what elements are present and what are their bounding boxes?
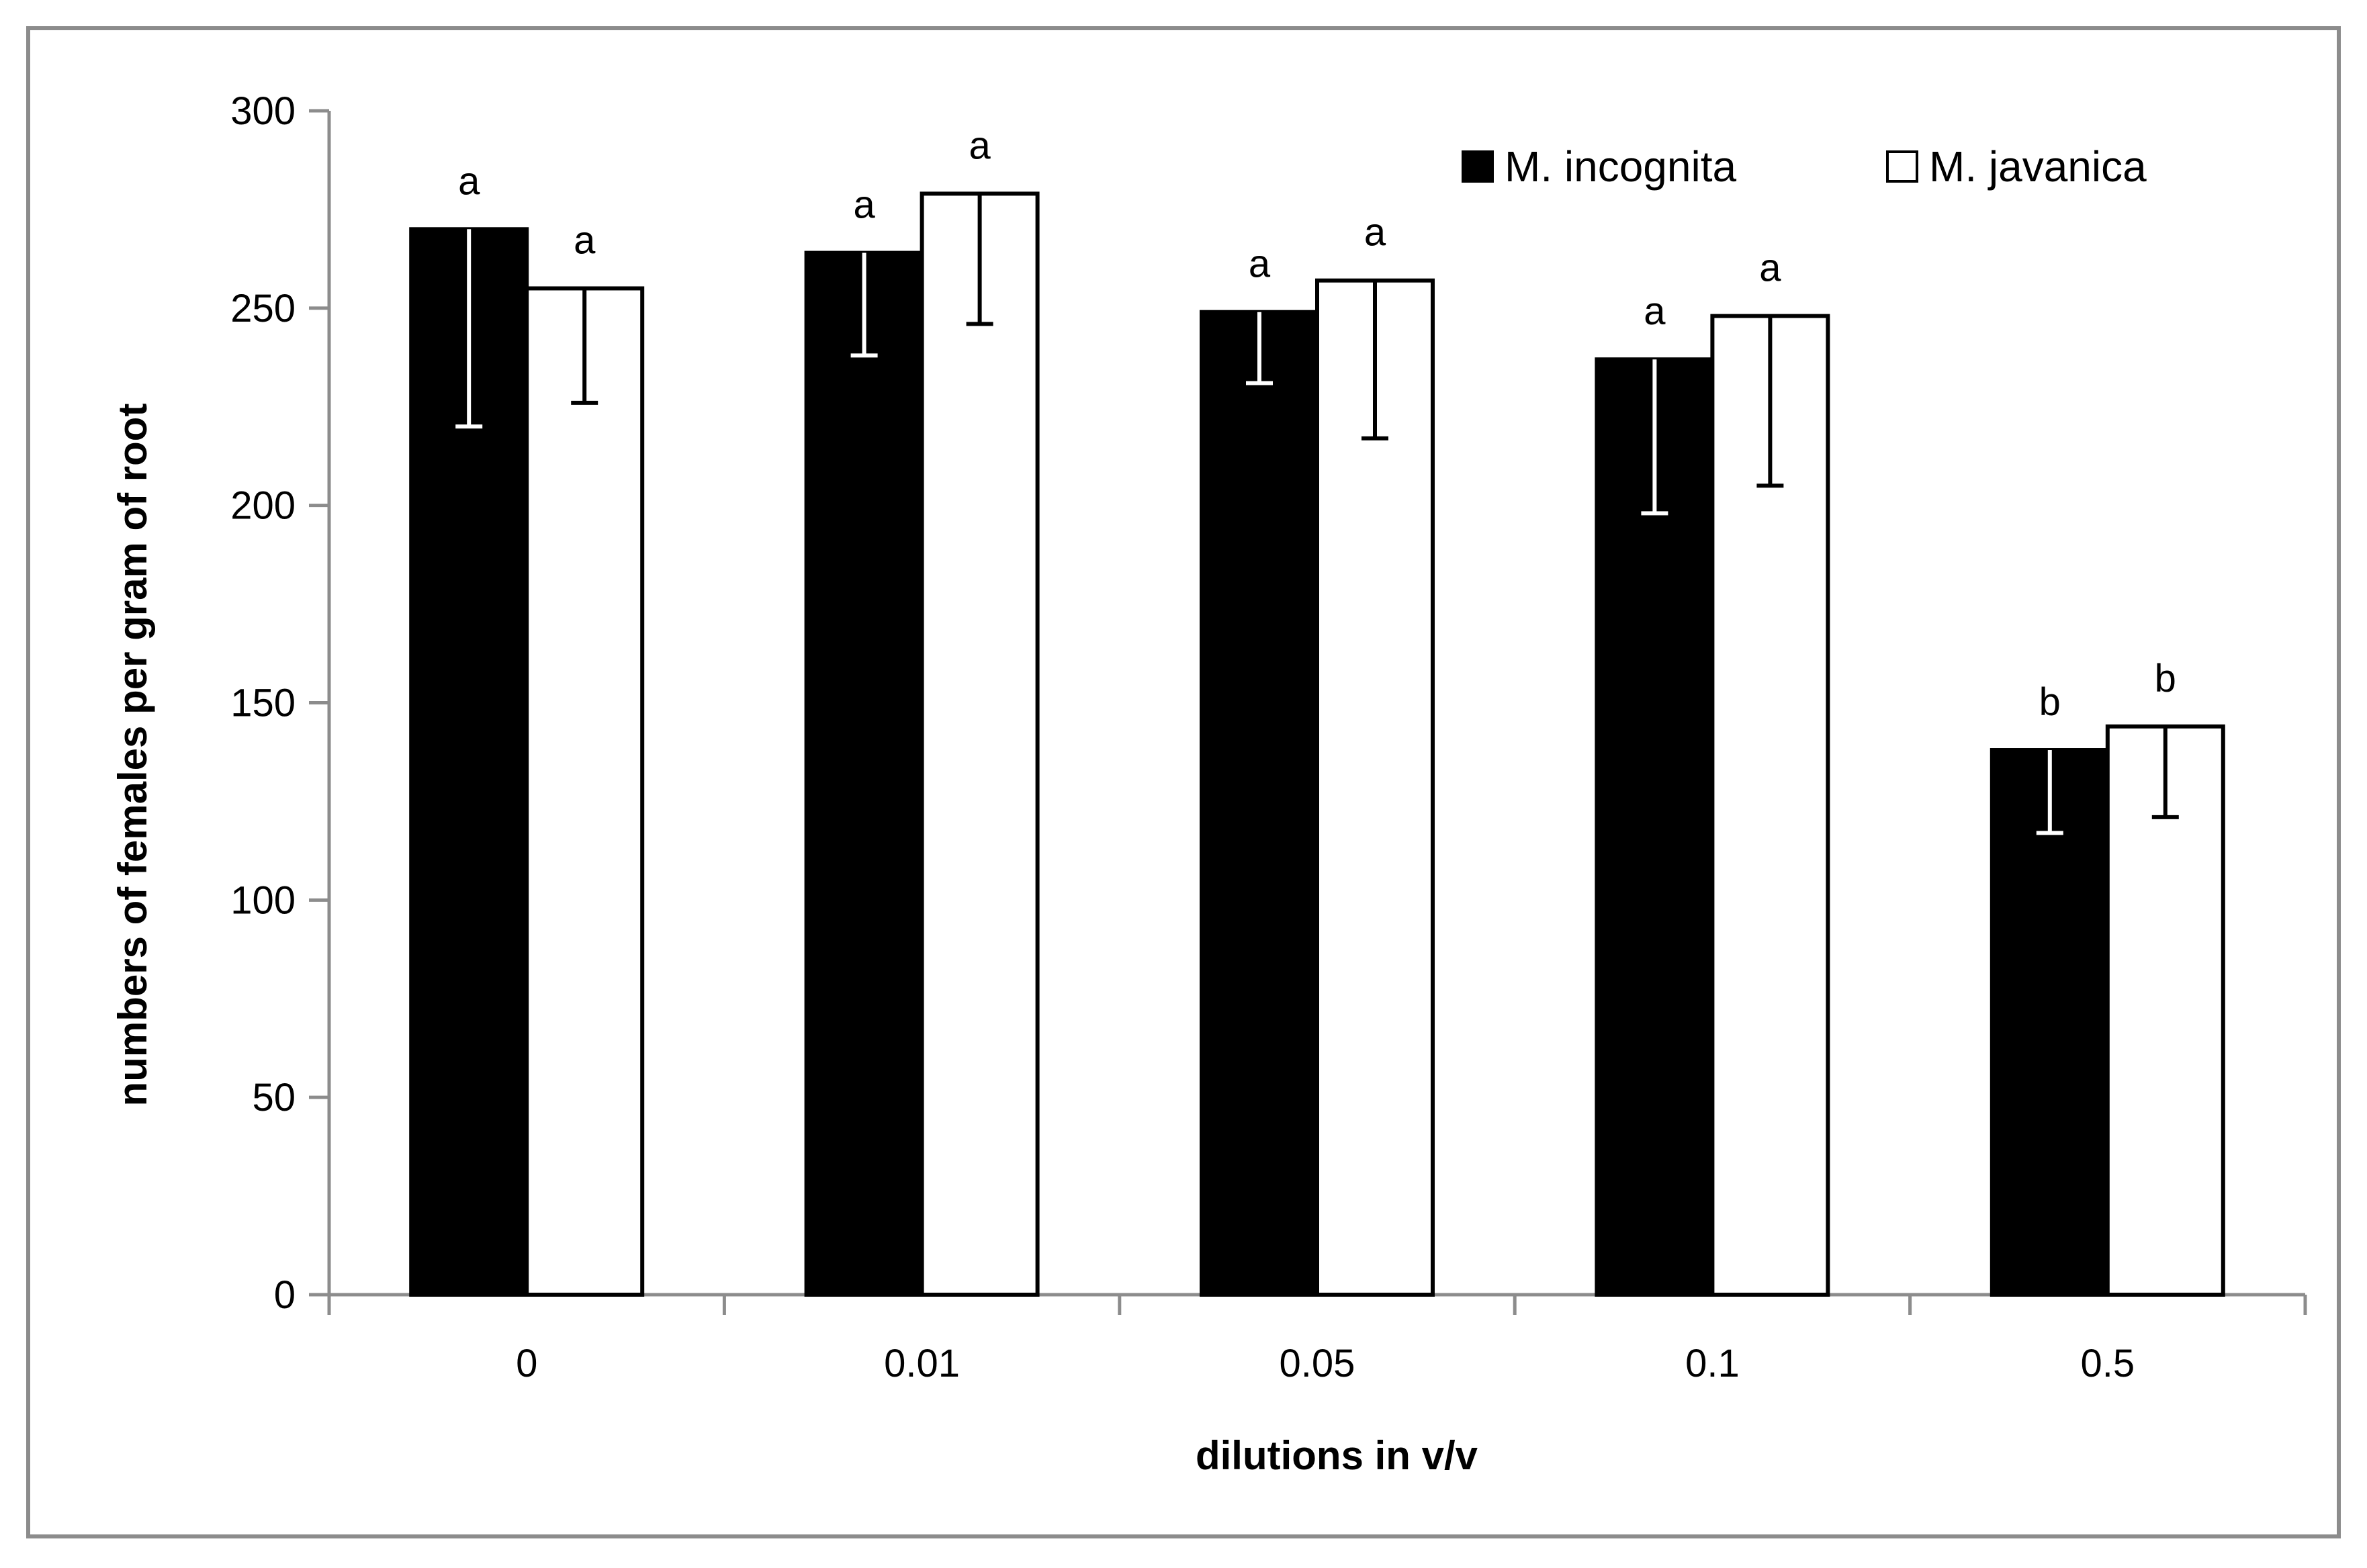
bar-m-incognita (1990, 748, 2110, 1297)
y-tick-label: 200 (230, 484, 296, 528)
y-tick-label: 250 (230, 287, 296, 330)
significance-letter: a (574, 218, 596, 262)
y-tick-label: 150 (230, 682, 296, 725)
legend-swatch-m-javanica (1886, 150, 1918, 183)
x-category-label: 0.05 (1280, 1342, 1355, 1385)
bar-m-javanica (525, 286, 645, 1297)
bar-m-incognita (804, 250, 924, 1297)
significance-letter: a (853, 183, 875, 227)
x-category-label: 0.1 (1685, 1342, 1740, 1385)
significance-letter: a (1249, 242, 1271, 286)
y-tick-label: 100 (230, 878, 296, 922)
bar-m-javanica (2105, 724, 2225, 1297)
significance-letter: a (1644, 289, 1666, 333)
significance-letter: a (1364, 211, 1386, 255)
x-category-label: 0.01 (884, 1342, 960, 1385)
legend: M. incognita M. javanica (1462, 142, 2147, 191)
y-tick-label: 300 (230, 89, 296, 133)
x-axis-title: dilutions in v/v (1196, 1433, 1478, 1478)
legend-label-m-incognita: M. incognita (1505, 142, 1736, 191)
legend-swatch-m-incognita (1462, 150, 1494, 183)
x-category-label: 0 (516, 1342, 537, 1385)
bar-m-incognita (1200, 310, 1319, 1297)
significance-letter: a (969, 124, 991, 167)
significance-letter: a (458, 159, 480, 203)
y-tick-label: 0 (274, 1273, 296, 1317)
legend-label-m-javanica: M. javanica (1929, 142, 2147, 191)
bar-m-javanica (920, 191, 1040, 1297)
y-tick-label: 50 (252, 1076, 296, 1119)
significance-letter: a (1759, 246, 1781, 290)
bar-m-javanica (1315, 278, 1435, 1297)
x-category-label: 0.5 (2080, 1342, 2135, 1385)
significance-letter: b (2039, 680, 2061, 724)
significance-letter: b (2155, 657, 2176, 700)
y-axis-title: numbers of females per gram of root (110, 404, 155, 1107)
